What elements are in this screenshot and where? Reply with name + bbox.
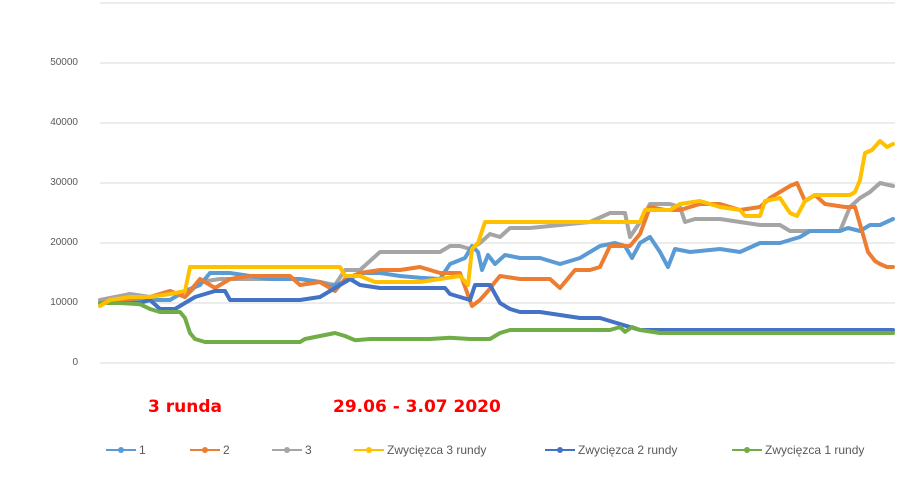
y-tick-30000: 30000: [50, 177, 78, 188]
series-lines: [98, 139, 895, 344]
legend-label: Zwycięzca 1 rundy: [765, 443, 865, 457]
legend-label: 2: [223, 443, 230, 457]
series-line-3: [98, 181, 895, 302]
y-tick-10000: 10000: [50, 297, 78, 308]
legend-item-zwyciezca-2[interactable]: Zwycięzca 2 rundy: [545, 443, 677, 457]
line-marker-icon: [545, 447, 575, 453]
legend-label: 1: [139, 443, 146, 457]
series-line-5: [98, 277, 895, 332]
series-line-4: [98, 139, 895, 308]
legend: 1 2 3 Zwycięzca 3 rundy Zwycięzca 2 rund…: [0, 443, 910, 463]
gridlines: [100, 2, 895, 364]
line-marker-icon: [272, 447, 302, 453]
line-marker-icon: [354, 447, 384, 453]
line-marker-icon: [732, 447, 762, 453]
legend-label: 3: [305, 443, 312, 457]
y-tick-0: 0: [72, 357, 78, 368]
y-tick-40000: 40000: [50, 117, 78, 128]
line-marker-icon: [190, 447, 220, 453]
y-tick-20000: 20000: [50, 237, 78, 248]
date-annotation: 29.06 - 3.07 2020: [333, 397, 501, 417]
legend-item-3[interactable]: 3: [272, 443, 312, 457]
series-line-6: [98, 301, 895, 344]
round-annotation: 3 runda: [148, 397, 222, 417]
legend-item-2[interactable]: 2: [190, 443, 230, 457]
y-tick-50000: 50000: [50, 57, 78, 68]
legend-item-1[interactable]: 1: [106, 443, 146, 457]
line-marker-icon: [106, 447, 136, 453]
series-line-1: [98, 217, 895, 305]
legend-item-zwyciezca-3[interactable]: Zwycięzca 3 rundy: [354, 443, 486, 457]
legend-label: Zwycięzca 2 rundy: [578, 443, 678, 457]
legend-label: Zwycięzca 3 rundy: [387, 443, 487, 457]
legend-item-zwyciezca-1[interactable]: Zwycięzca 1 rundy: [732, 443, 864, 457]
